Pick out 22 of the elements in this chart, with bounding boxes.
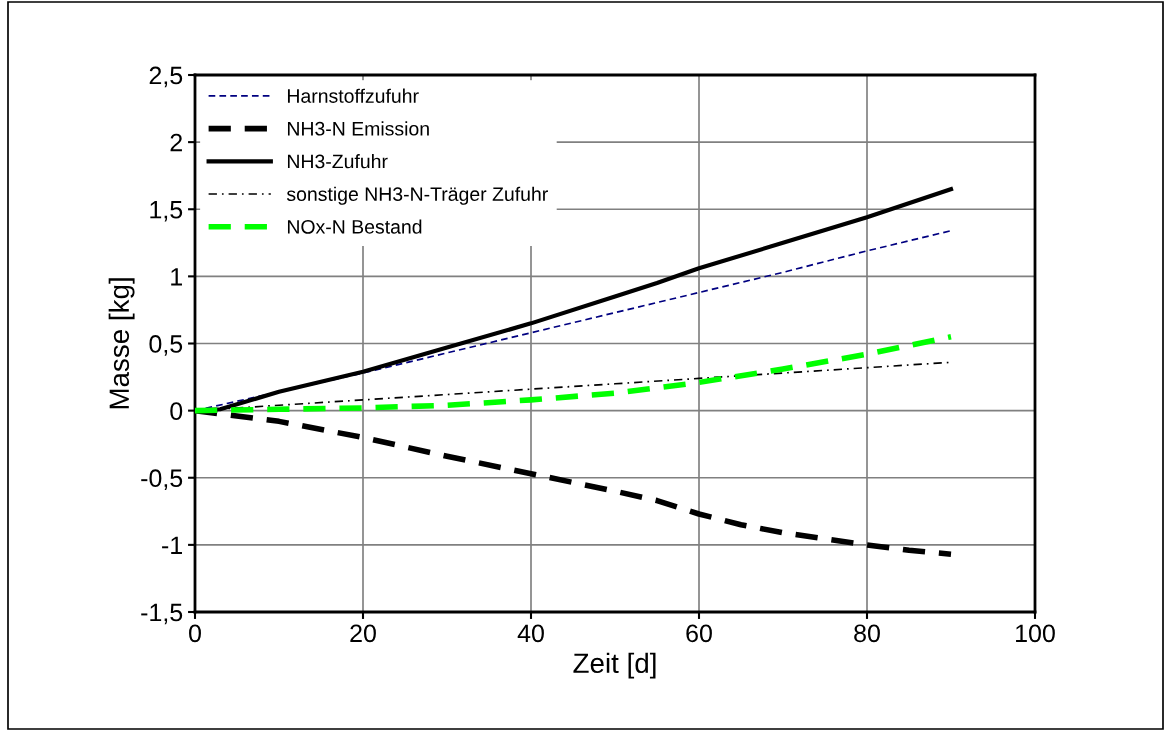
- x-tick-label: 60: [686, 624, 712, 643]
- x-tick-label: 20: [350, 624, 376, 643]
- x-tick-label: 40: [517, 624, 544, 643]
- legend-label: sonstige NH3-N-Träger Zufuhr: [286, 186, 548, 205]
- legend-label: NOx-N Bestand: [287, 219, 422, 234]
- legend-label: NH3-Zufuhr: [287, 154, 388, 169]
- x-tick-label: 80: [854, 624, 880, 643]
- x-axis-title: Zeit [d]: [573, 652, 656, 679]
- y-tick-label: -0,5: [141, 469, 183, 491]
- y-tick-label: -1: [162, 536, 182, 554]
- y-tick-label: 0: [170, 402, 183, 420]
- legend-label: Harnstoffzufuhr: [287, 88, 419, 103]
- y-tick-label: -1,5: [141, 603, 183, 625]
- y-tick-label: 1,5: [150, 201, 183, 222]
- y-tick-label: 2,5: [149, 66, 183, 88]
- y-tick-label: 1: [171, 268, 182, 286]
- legend-label: NH3-N Emission: [287, 121, 429, 136]
- y-axis-title: Masse [kg]: [108, 278, 135, 409]
- y-tick-label: 0,5: [149, 335, 183, 356]
- x-tick-label: 100: [1016, 624, 1055, 643]
- y-tick-label: 2: [170, 133, 182, 152]
- x-tick-label: 0: [189, 624, 201, 643]
